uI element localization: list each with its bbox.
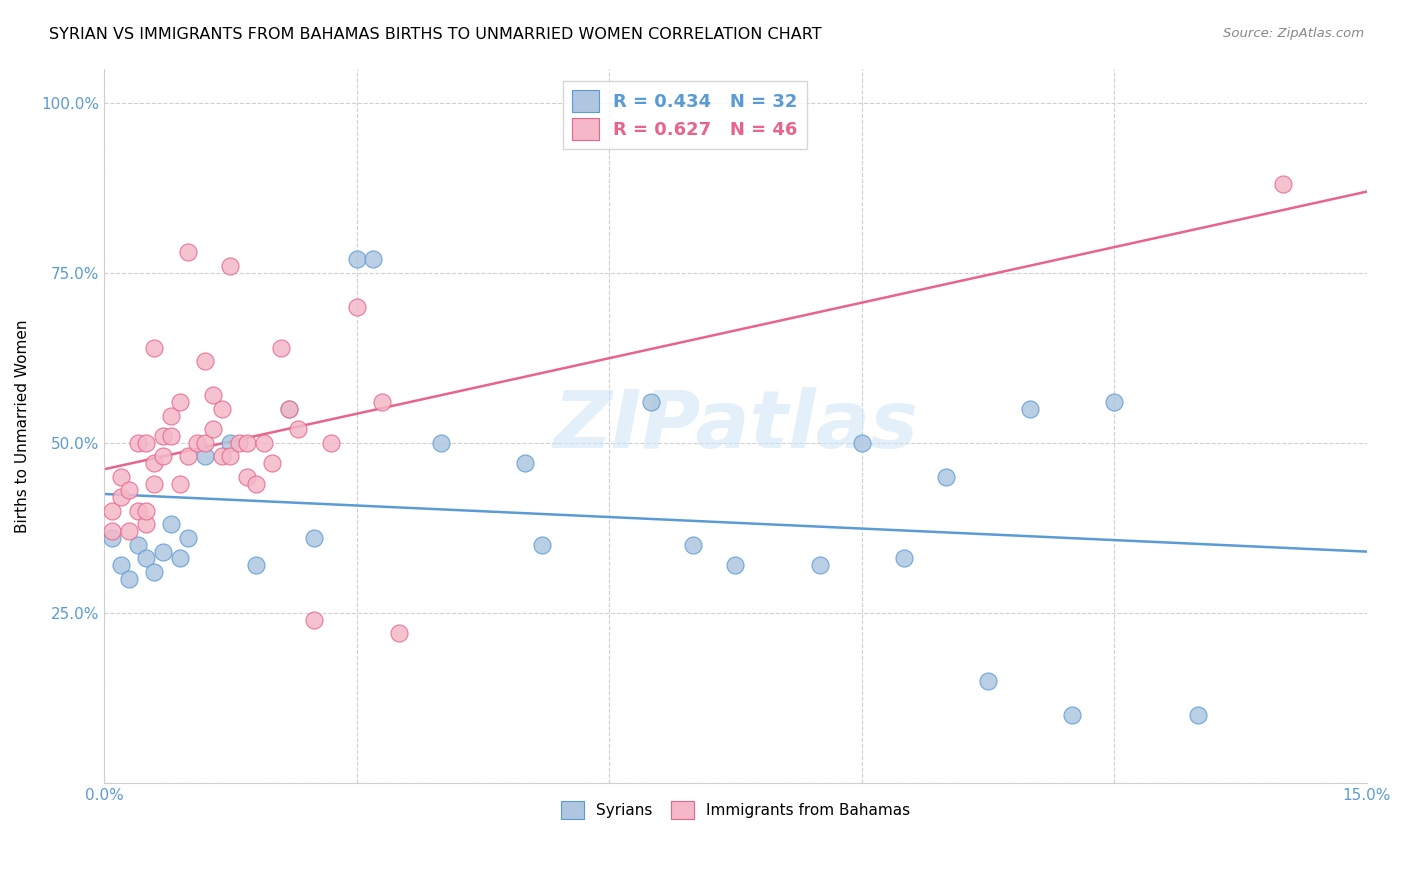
- Point: [169, 551, 191, 566]
- Point: [724, 558, 747, 573]
- Point: [211, 450, 233, 464]
- Point: [194, 435, 217, 450]
- Point: [118, 572, 141, 586]
- Point: [118, 483, 141, 498]
- Point: [127, 504, 149, 518]
- Text: SYRIAN VS IMMIGRANTS FROM BAHAMAS BIRTHS TO UNMARRIED WOMEN CORRELATION CHART: SYRIAN VS IMMIGRANTS FROM BAHAMAS BIRTHS…: [49, 27, 823, 42]
- Point: [270, 341, 292, 355]
- Point: [211, 401, 233, 416]
- Point: [287, 422, 309, 436]
- Point: [935, 470, 957, 484]
- Point: [321, 435, 343, 450]
- Point: [202, 388, 225, 402]
- Point: [363, 252, 385, 266]
- Point: [346, 300, 368, 314]
- Text: Source: ZipAtlas.com: Source: ZipAtlas.com: [1223, 27, 1364, 40]
- Point: [219, 259, 242, 273]
- Point: [101, 504, 124, 518]
- Point: [219, 435, 242, 450]
- Point: [253, 435, 276, 450]
- Y-axis label: Births to Unmarried Women: Births to Unmarried Women: [15, 319, 30, 533]
- Point: [202, 422, 225, 436]
- Point: [682, 538, 704, 552]
- Point: [118, 524, 141, 539]
- Point: [177, 245, 200, 260]
- Point: [152, 450, 174, 464]
- Point: [304, 613, 326, 627]
- Point: [101, 531, 124, 545]
- Point: [388, 626, 411, 640]
- Point: [640, 395, 662, 409]
- Point: [893, 551, 915, 566]
- Point: [152, 544, 174, 558]
- Point: [135, 551, 157, 566]
- Point: [1102, 395, 1125, 409]
- Point: [143, 341, 166, 355]
- Point: [143, 565, 166, 579]
- Point: [110, 490, 132, 504]
- Point: [110, 558, 132, 573]
- Point: [236, 435, 259, 450]
- Point: [127, 538, 149, 552]
- Point: [135, 504, 157, 518]
- Point: [101, 524, 124, 539]
- Legend: Syrians, Immigrants from Bahamas: Syrians, Immigrants from Bahamas: [555, 795, 917, 825]
- Point: [245, 558, 267, 573]
- Point: [152, 429, 174, 443]
- Point: [1019, 401, 1042, 416]
- Point: [110, 470, 132, 484]
- Point: [1271, 178, 1294, 192]
- Point: [135, 435, 157, 450]
- Point: [135, 517, 157, 532]
- Point: [177, 531, 200, 545]
- Point: [169, 395, 191, 409]
- Point: [186, 435, 208, 450]
- Point: [808, 558, 831, 573]
- Point: [160, 517, 183, 532]
- Point: [851, 435, 873, 450]
- Point: [262, 456, 284, 470]
- Point: [177, 450, 200, 464]
- Point: [371, 395, 394, 409]
- Text: ZIPatlas: ZIPatlas: [553, 387, 918, 465]
- Point: [429, 435, 451, 450]
- Point: [530, 538, 553, 552]
- Point: [278, 401, 301, 416]
- Point: [169, 476, 191, 491]
- Point: [1062, 708, 1084, 723]
- Point: [513, 456, 536, 470]
- Point: [304, 531, 326, 545]
- Point: [143, 476, 166, 491]
- Point: [278, 401, 301, 416]
- Point: [194, 450, 217, 464]
- Point: [194, 354, 217, 368]
- Point: [346, 252, 368, 266]
- Point: [219, 450, 242, 464]
- Point: [977, 673, 1000, 688]
- Point: [245, 476, 267, 491]
- Point: [228, 435, 250, 450]
- Point: [127, 435, 149, 450]
- Point: [160, 429, 183, 443]
- Point: [236, 470, 259, 484]
- Point: [160, 409, 183, 423]
- Point: [143, 456, 166, 470]
- Point: [1187, 708, 1209, 723]
